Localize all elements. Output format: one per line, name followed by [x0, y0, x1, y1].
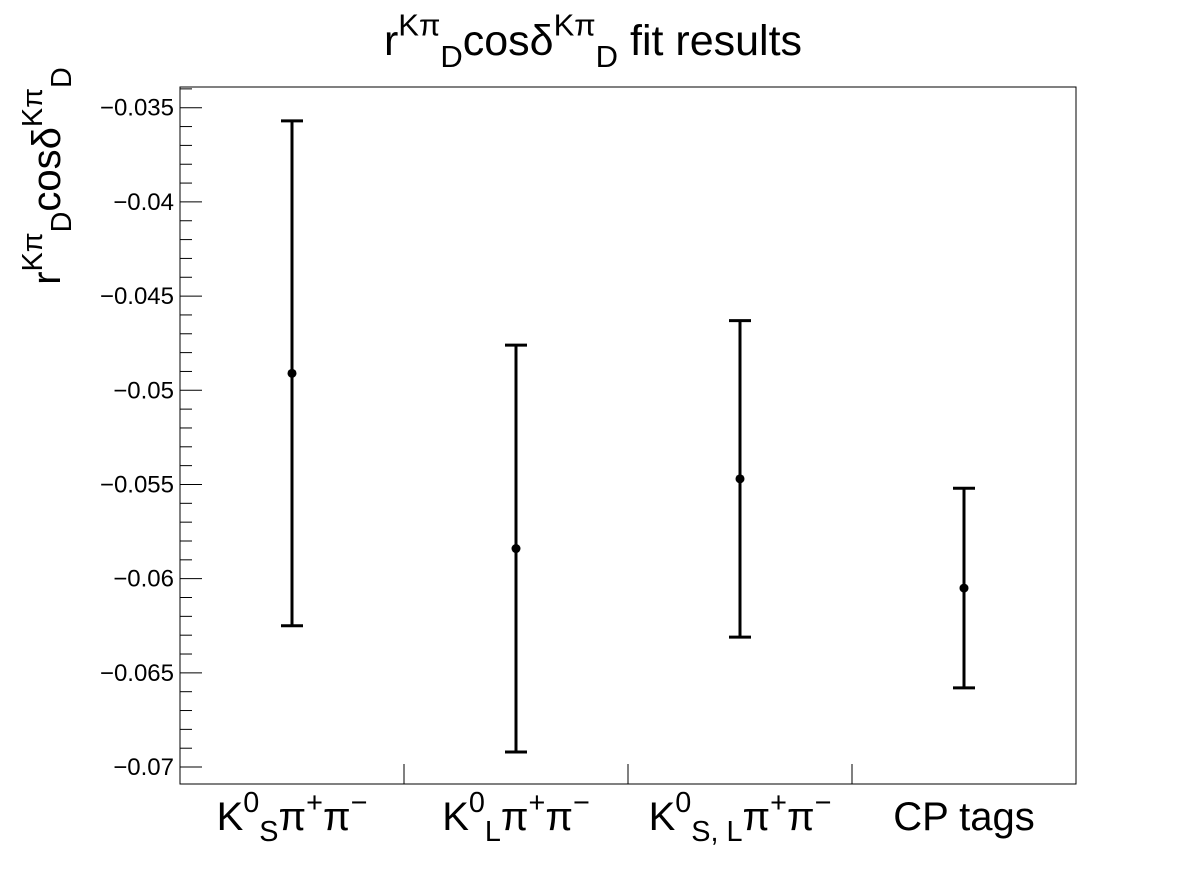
- y-tick-label: −0.07: [113, 754, 174, 781]
- x-category-label: K0Lπ+π−: [442, 787, 590, 848]
- x-category-label: K0Sπ+π−: [217, 787, 368, 848]
- y-tick-label: −0.045: [100, 283, 174, 310]
- y-axis-label: rKπDcosδKπD: [17, 67, 78, 285]
- data-point: [735, 474, 745, 484]
- y-tick-label: −0.05: [113, 377, 174, 404]
- y-tick-label: −0.06: [113, 566, 174, 593]
- plot-frame: [179, 86, 1077, 785]
- data-series: [281, 119, 975, 754]
- y-tick-label: −0.065: [100, 660, 174, 687]
- data-point: [959, 583, 969, 593]
- x-category-label: K0S, Lπ+π−: [649, 787, 832, 848]
- y-axis: −0.035 −0.04 −0.045 −0.05 −0.055 −0.06 −0.065 −…: [100, 88, 202, 781]
- x-axis: K0Sπ+π− K0Lπ+π− K0S, Lπ+π− CP tags: [217, 764, 1035, 848]
- data-point: [511, 544, 521, 554]
- y-tick-label: −0.055: [100, 471, 174, 498]
- y-tick-label: −0.04: [113, 189, 174, 216]
- data-point: [287, 368, 297, 378]
- x-category-label: CP tags: [893, 795, 1035, 839]
- y-tick-label: −0.035: [100, 95, 174, 122]
- chart-title: rKπDcosδKπD fit results: [384, 8, 802, 74]
